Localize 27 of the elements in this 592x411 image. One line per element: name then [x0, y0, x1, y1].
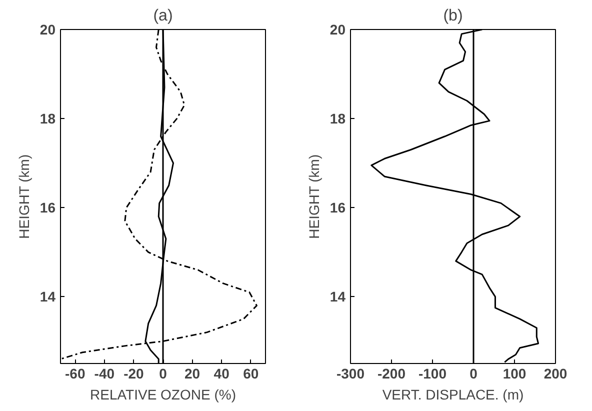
x-tick-label: 20 — [184, 366, 200, 382]
chart-title: (b) — [443, 8, 463, 24]
chart-title: (a) — [153, 8, 173, 24]
x-tick-label: -300 — [336, 366, 365, 382]
x-tick-label: -200 — [377, 366, 406, 382]
y-axis-title: HEIGHT (km) — [306, 154, 322, 239]
x-tick-label: -20 — [124, 366, 144, 382]
y-tick-label: 20 — [330, 22, 346, 38]
y-tick-label: 16 — [330, 200, 346, 216]
x-tick-label: -40 — [94, 366, 115, 382]
x-tick-label: -60 — [65, 366, 86, 382]
y-axis-title: HEIGHT (km) — [16, 154, 32, 239]
y-tick-label: 18 — [40, 110, 56, 127]
x-axis-title: RELATIVE OZONE (%) — [90, 386, 236, 402]
y-tick-label: 14 — [330, 288, 346, 305]
x-tick-label: 60 — [243, 366, 259, 382]
y-tick-label: 18 — [330, 110, 346, 127]
y-tick-label: 14 — [40, 288, 56, 305]
y-tick-label: 16 — [40, 200, 56, 216]
x-axis-title: VERT. DISPLACE. (m) — [382, 386, 524, 402]
x-tick-label: -100 — [418, 366, 447, 382]
x-tick-label: 200 — [544, 366, 568, 382]
x-tick-label: 40 — [214, 366, 230, 382]
x-tick-label: 100 — [502, 366, 526, 382]
x-tick-label: 0 — [159, 366, 168, 382]
y-tick-label: 20 — [40, 22, 56, 38]
x-tick-label: 0 — [470, 366, 478, 382]
